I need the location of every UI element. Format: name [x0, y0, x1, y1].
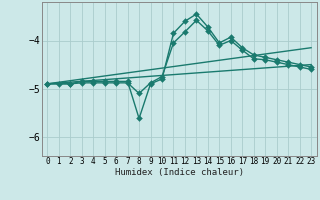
X-axis label: Humidex (Indice chaleur): Humidex (Indice chaleur) — [115, 168, 244, 177]
